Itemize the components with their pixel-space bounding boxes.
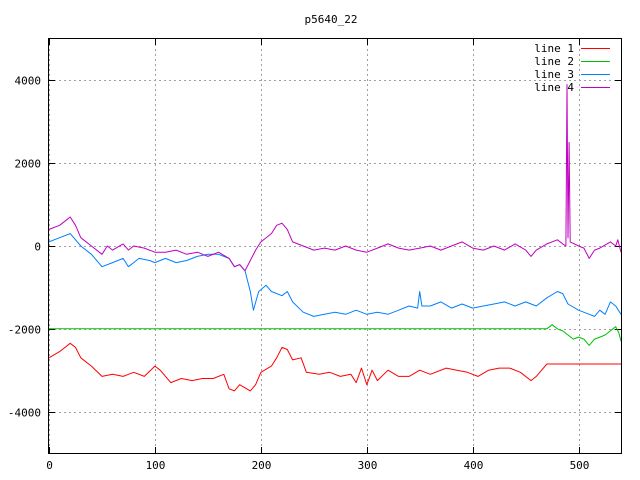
x-axis-ticks: 0 100 200 300 400 500 [46, 39, 589, 472]
x-tick-label: 400 [464, 459, 484, 472]
series-line-1 [48, 342, 621, 392]
chart-title: p5640_22 [305, 13, 358, 26]
y-tick-label: -4000 [8, 407, 41, 420]
y-tick-label: 4000 [15, 75, 42, 88]
legend-label: line 2 [534, 55, 574, 68]
series-line-3 [48, 233, 622, 317]
legend-label: line 3 [534, 68, 574, 81]
series-line-4 [48, 84, 622, 272]
x-tick-label: 0 [46, 459, 53, 472]
x-tick-label: 500 [570, 459, 590, 472]
x-tick-label: 200 [252, 459, 272, 472]
legend-label: line 4 [534, 81, 574, 94]
series-lines [48, 84, 622, 392]
y-tick-label: 2000 [15, 158, 42, 171]
legend-label: line 1 [534, 42, 574, 55]
plot-frame [48, 38, 622, 454]
series-line-2 [49, 324, 622, 346]
x-tick-label: 300 [358, 459, 378, 472]
y-axis-ticks: -4000 -2000 0 2000 4000 [8, 75, 621, 420]
y-tick-label: 0 [34, 241, 41, 254]
x-tick-label: 100 [146, 459, 166, 472]
y-tick-label: -2000 [8, 324, 41, 337]
